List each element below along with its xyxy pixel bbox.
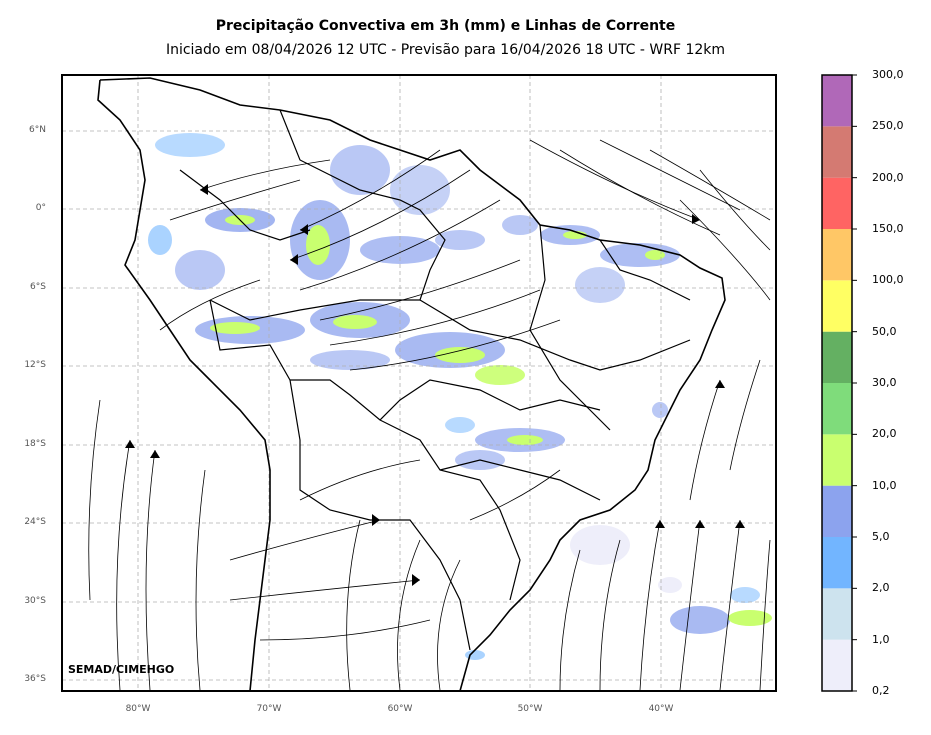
colorbar-label: 200,0	[872, 170, 904, 184]
colorbar-label: 300,0	[872, 68, 904, 81]
colorbar-label: 20,0	[872, 427, 897, 441]
lon-label: 40°W	[648, 704, 674, 714]
colorbar-label: 1,0	[872, 632, 890, 646]
colorbar-segment	[822, 383, 852, 435]
lon-label: 70°W	[256, 704, 282, 714]
colorbar-label: 100,0	[872, 273, 904, 287]
lon-label: 50°W	[517, 704, 543, 714]
country-borders	[179, 109, 691, 651]
lat-label: 18°S	[24, 439, 46, 449]
colorbar-segment	[822, 331, 852, 383]
colorbar-segment	[822, 75, 852, 127]
map-frame	[61, 74, 777, 692]
map-title: Precipitação Convectiva em 3h (mm) e Lin…	[215, 18, 676, 34]
streamline-arrows	[125, 184, 745, 586]
lat-label: 6°N	[29, 125, 46, 135]
lat-label: 24°S	[24, 517, 46, 527]
colorbar-segment	[822, 639, 852, 691]
colorbar-label: 0,2	[872, 684, 890, 697]
colorbar-segment	[822, 485, 852, 537]
colorbar-label: 5,0	[872, 530, 890, 543]
lat-label: 36°S	[24, 674, 46, 684]
colorbar-label: 30,0	[872, 376, 897, 389]
lat-label: 0°	[35, 203, 46, 213]
colorbar-segment	[822, 537, 852, 589]
credit-label: SEMAD/CIMEHGO	[68, 663, 175, 676]
south-america-coastline	[97, 77, 726, 691]
colorbar	[821, 74, 857, 692]
lat-label: 6°S	[30, 282, 46, 292]
colorbar-segment	[822, 229, 852, 281]
colorbar-label: 50,0	[872, 324, 897, 338]
colorbar-label: 150,0	[872, 222, 904, 235]
colorbar-segment	[822, 588, 852, 640]
colorbar-label: 250,0	[872, 119, 904, 133]
lon-label: 80°W	[125, 704, 151, 714]
colorbar-segment	[822, 280, 852, 332]
colorbar-label: 2,0	[872, 581, 890, 595]
colorbar-segment	[822, 126, 852, 178]
streamlines	[88, 139, 771, 691]
lat-label: 30°S	[24, 596, 46, 606]
map-subtitle: Iniciado em 08/04/2026 12 UTC - Previsão…	[165, 42, 726, 58]
colorbar-segment	[822, 434, 852, 486]
lon-label: 60°W	[387, 704, 413, 714]
colorbar-label: 10,0	[872, 478, 897, 492]
lat-label: 12°S	[24, 360, 46, 370]
precipitation-field	[148, 133, 772, 660]
colorbar-segment	[822, 177, 852, 229]
